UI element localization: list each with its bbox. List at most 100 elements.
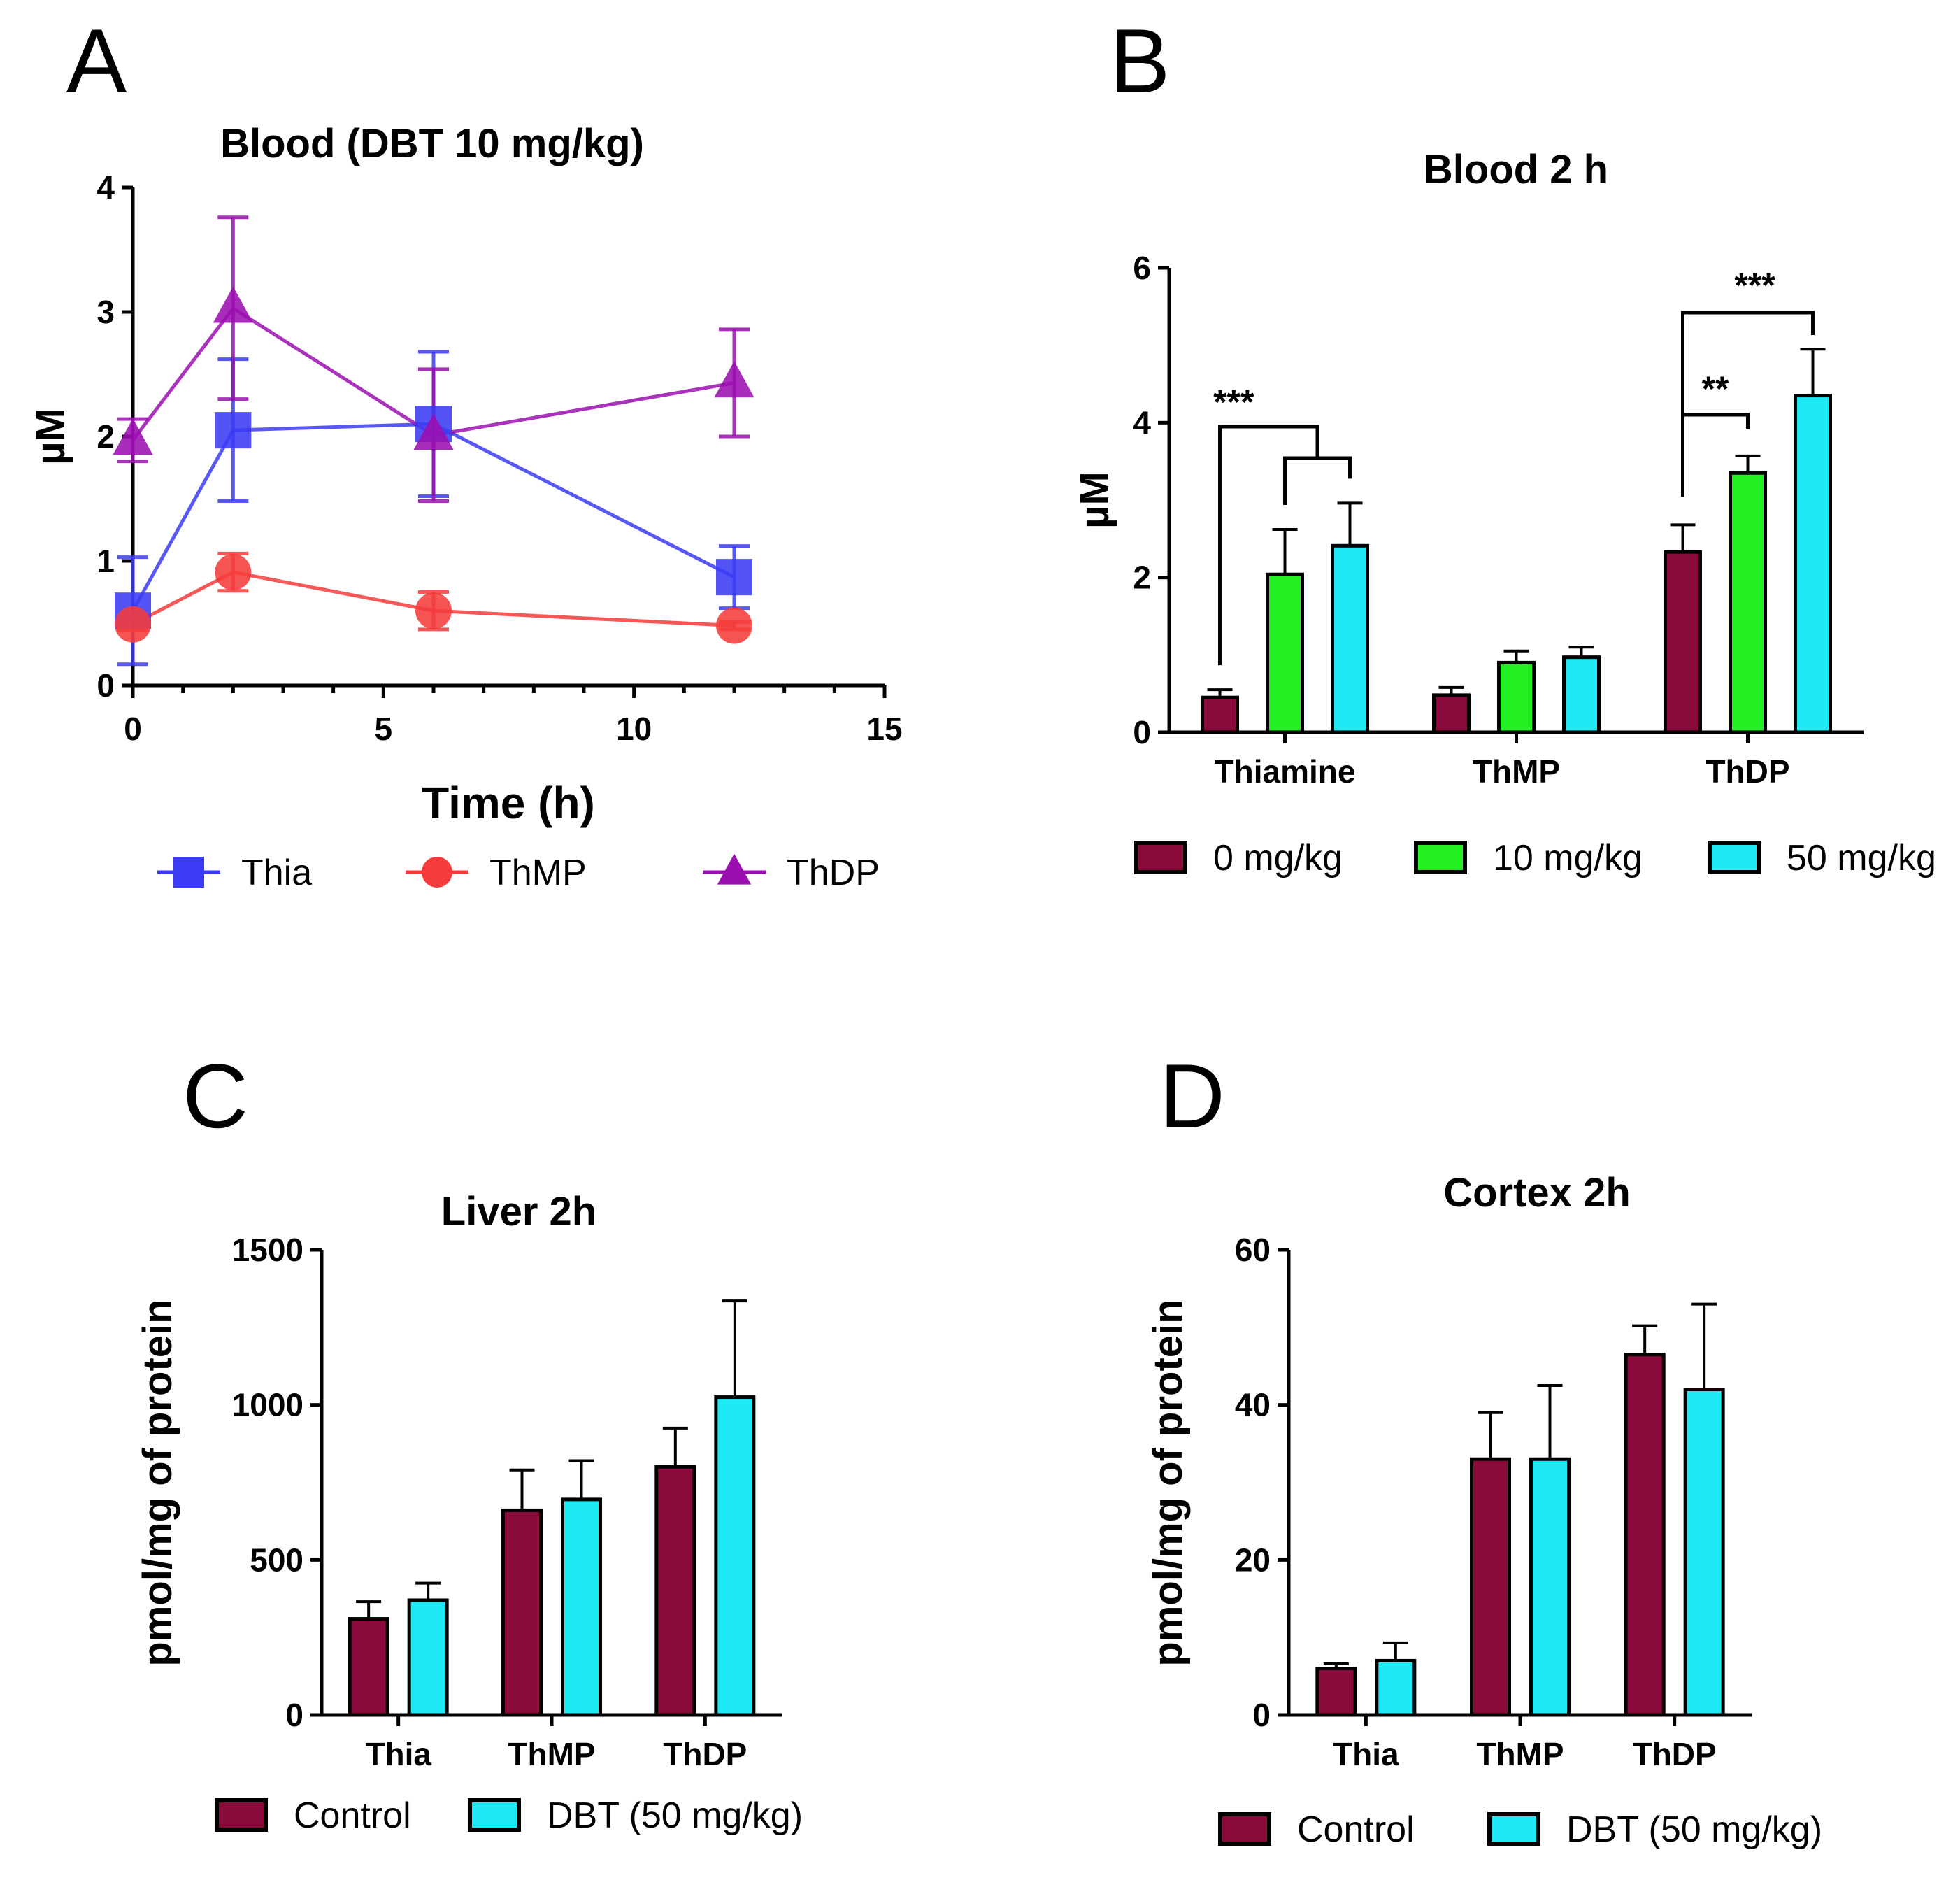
y-axis-label: µM	[1072, 471, 1117, 529]
legend-marker-thdp	[717, 853, 752, 885]
significance-bracket	[1681, 311, 1815, 427]
legend-marker-thmp	[422, 857, 452, 888]
chart-title: Blood 2 h	[1424, 147, 1608, 192]
y-tick-label: 0	[1133, 714, 1151, 750]
bar-control-thia	[1315, 1667, 1357, 1717]
bar-50-mg-kg-thdp	[1794, 394, 1832, 734]
y-tick-label: 0	[96, 667, 115, 704]
data-point-thia	[215, 412, 252, 449]
category-label-thmp: ThMP	[1473, 753, 1560, 790]
bar-10-mg-kg-thiamine	[1266, 572, 1304, 734]
data-point-thdp	[213, 286, 253, 323]
bar-50-mg-kg-thmp	[1562, 655, 1601, 734]
bar-dbt-50-mg-kg-thmp	[561, 1497, 602, 1717]
bar-dbt-50-mg-kg-thdp	[1683, 1388, 1725, 1717]
category-label-thia: Thia	[365, 1736, 431, 1772]
bar-control-thmp	[501, 1508, 543, 1717]
bar-0-mg-kg-thdp	[1664, 550, 1702, 734]
category-label-thdp: ThDP	[1705, 753, 1789, 790]
bar-50-mg-kg-thiamine	[1331, 543, 1369, 734]
panel-label-d: D	[1159, 1045, 1225, 1147]
y-tick-label: 6	[1133, 250, 1151, 286]
y-tick-label: 2	[96, 418, 115, 455]
legend-swatch-10-mg-kg	[1414, 841, 1467, 874]
bar-control-thmp	[1470, 1457, 1511, 1717]
series-line-thdp	[131, 306, 735, 441]
bar-dbt-50-mg-kg-thdp	[714, 1395, 756, 1717]
category-label-thmp: ThMP	[1476, 1736, 1564, 1772]
y-tick-label: 40	[1235, 1387, 1271, 1423]
legend-swatch-50-mg-kg	[1708, 841, 1761, 874]
x-axis-label: Time (h)	[422, 778, 595, 828]
x-tick-label: 15	[866, 711, 902, 747]
category-label-thmp: ThMP	[508, 1736, 595, 1772]
legend-label-0-mg-kg: 0 mg/kg	[1213, 838, 1343, 878]
x-tick-label: 5	[375, 711, 393, 747]
significance-label: **	[1702, 369, 1729, 408]
category-label-thiamine: Thiamine	[1215, 753, 1356, 790]
data-point-thmp	[215, 554, 252, 591]
panel-label-c: C	[183, 1045, 248, 1147]
x-tick-label: 10	[616, 711, 652, 747]
legend-label-thdp: ThDP	[787, 853, 880, 893]
y-tick-label: 500	[250, 1541, 303, 1578]
legend-label-dbt-50-mg-kg: DBT (50 mg/kg)	[547, 1795, 803, 1836]
chart-title: Cortex 2h	[1443, 1170, 1631, 1216]
series-line-thmp	[131, 570, 735, 628]
legend-label-thia: Thia	[241, 853, 312, 893]
chart-title: Liver 2h	[441, 1189, 596, 1234]
data-point-thmp	[716, 607, 752, 644]
category-label-thdp: ThDP	[663, 1736, 747, 1772]
significance-label: ***	[1213, 383, 1254, 422]
significance-bracket	[1283, 456, 1352, 506]
significance-bracket	[1218, 425, 1319, 666]
legend-label-10-mg-kg: 10 mg/kg	[1493, 838, 1643, 878]
legend-swatch-control	[1218, 1812, 1271, 1846]
bar-dbt-50-mg-kg-thmp	[1529, 1457, 1571, 1717]
x-tick-label: 0	[124, 711, 142, 747]
data-point-thmp	[415, 592, 452, 629]
y-tick-label: 0	[285, 1697, 303, 1733]
bar-dbt-50-mg-kg-thia	[1375, 1658, 1417, 1717]
panel-label-b: B	[1110, 10, 1171, 112]
legend-label-50-mg-kg: 50 mg/kg	[1787, 838, 1936, 878]
data-point-thdp	[413, 413, 454, 450]
y-tick-label: 3	[96, 294, 115, 330]
y-axis-label: µM	[28, 408, 73, 465]
data-point-thia	[716, 559, 752, 596]
legend-label-control: Control	[1297, 1809, 1415, 1850]
legend-label-dbt-50-mg-kg: DBT (50 mg/kg)	[1566, 1809, 1822, 1850]
series-line-thia	[131, 422, 736, 612]
y-tick-label: 4	[96, 169, 115, 206]
bar-10-mg-kg-thmp	[1497, 660, 1536, 734]
legend-swatch-dbt-50-mg-kg	[1487, 1812, 1540, 1846]
y-tick-label: 60	[1235, 1232, 1271, 1268]
y-tick-label: 1500	[232, 1232, 303, 1268]
y-axis-label: pmol/mg of protein	[1145, 1299, 1191, 1666]
data-point-thmp	[115, 606, 151, 643]
bar-0-mg-kg-thiamine	[1201, 695, 1239, 734]
significance-label: ***	[1734, 266, 1775, 305]
bar-dbt-50-mg-kg-thia	[407, 1598, 449, 1717]
data-point-thdp	[113, 418, 153, 455]
legend-marker-thia	[173, 857, 204, 888]
y-tick-label: 0	[1252, 1697, 1271, 1733]
bar-0-mg-kg-thmp	[1432, 693, 1471, 734]
bar-10-mg-kg-thdp	[1729, 471, 1767, 734]
category-label-thdp: ThDP	[1633, 1736, 1717, 1772]
panel-label-a: A	[66, 10, 127, 112]
significance-bracket	[1681, 413, 1750, 497]
legend-swatch-control	[215, 1798, 268, 1832]
data-point-thdp	[714, 361, 754, 398]
bar-control-thdp	[1624, 1353, 1666, 1717]
legend-label-control: Control	[294, 1795, 411, 1836]
legend-swatch-0-mg-kg	[1134, 841, 1187, 874]
legend-label-thmp: ThMP	[489, 853, 587, 893]
y-axis-label: pmol/mg of protein	[135, 1299, 180, 1666]
legend-swatch-dbt-50-mg-kg	[468, 1798, 521, 1832]
y-tick-label: 4	[1133, 404, 1151, 441]
y-tick-label: 20	[1235, 1541, 1271, 1578]
category-label-thia: Thia	[1333, 1736, 1399, 1772]
y-tick-label: 1000	[232, 1387, 303, 1423]
